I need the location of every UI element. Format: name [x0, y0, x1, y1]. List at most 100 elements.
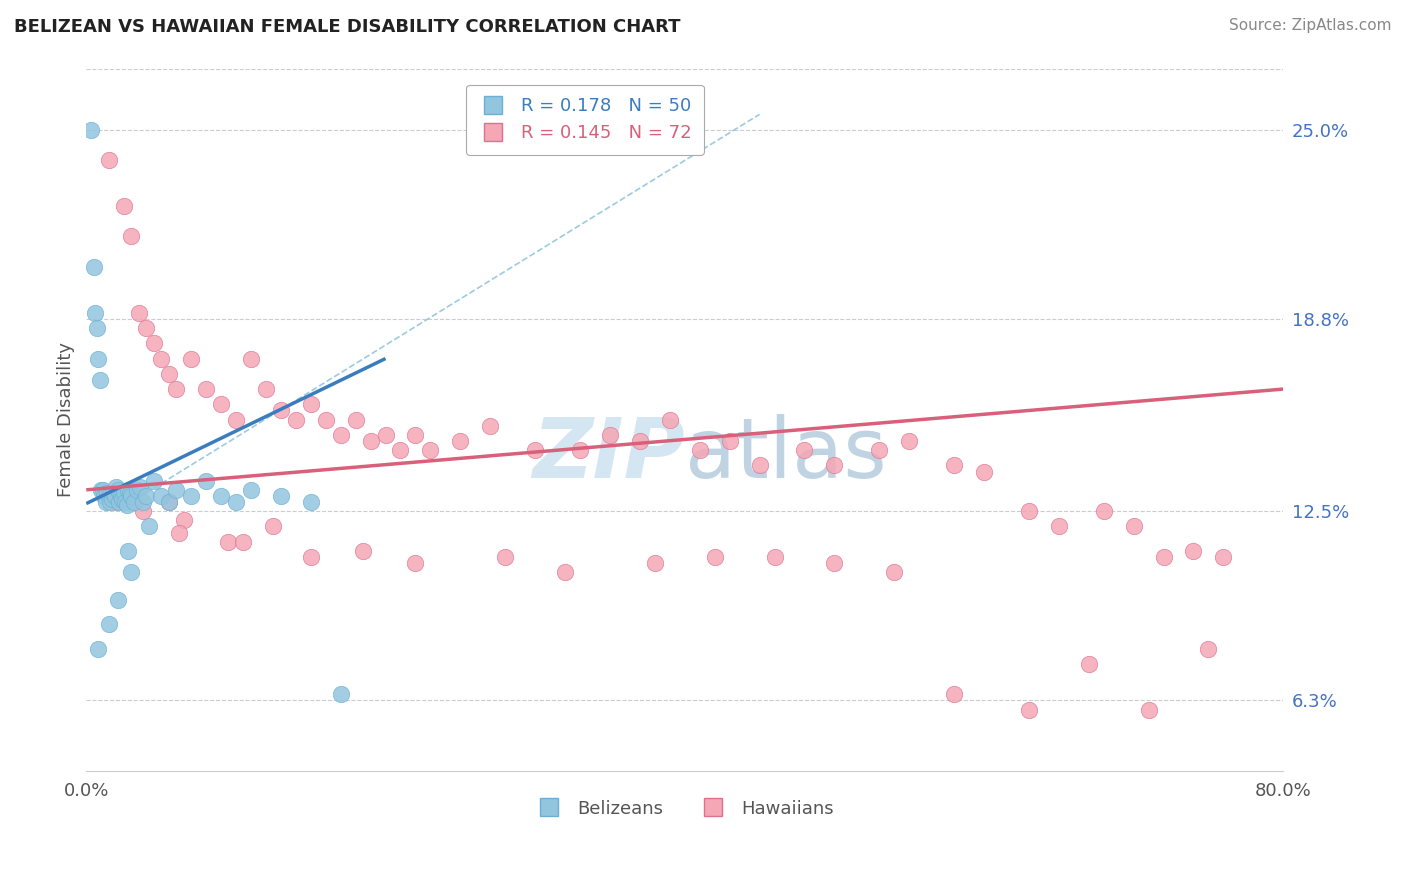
Point [1092, 504, 1115, 518]
Point [270, 489, 292, 503]
Point [217, 534, 239, 549]
Point [823, 458, 845, 473]
Point [97, 489, 120, 503]
Point [120, 566, 142, 580]
Point [173, 513, 195, 527]
Point [352, 544, 374, 558]
Point [112, 486, 135, 500]
Point [138, 519, 160, 533]
Point [142, 474, 165, 488]
Point [389, 443, 412, 458]
Point [1077, 657, 1099, 671]
Y-axis label: Female Disability: Female Disability [58, 343, 75, 497]
Point [1047, 519, 1070, 533]
Point [132, 504, 155, 518]
Point [98, 495, 121, 509]
Point [793, 443, 815, 458]
Point [703, 549, 725, 564]
Point [284, 412, 307, 426]
Point [898, 434, 921, 448]
Point [115, 498, 138, 512]
Point [111, 491, 134, 506]
Point [404, 556, 426, 570]
Point [419, 443, 441, 458]
Point [90, 483, 112, 497]
Text: ZIP: ZIP [531, 414, 685, 495]
Point [299, 549, 322, 564]
Point [117, 544, 139, 558]
Point [128, 306, 150, 320]
Point [93, 489, 115, 503]
Point [1182, 544, 1205, 558]
Point [973, 465, 995, 479]
Point [1153, 549, 1175, 564]
Point [1018, 504, 1040, 518]
Point [943, 458, 966, 473]
Point [135, 489, 157, 503]
Point [299, 495, 322, 509]
Point [315, 412, 337, 426]
Point [157, 495, 180, 509]
Point [100, 491, 122, 506]
Point [209, 397, 232, 411]
Point [554, 566, 576, 580]
Point [479, 418, 502, 433]
Point [239, 483, 262, 497]
Point [1197, 641, 1219, 656]
Point [262, 519, 284, 533]
Point [86, 321, 108, 335]
Point [225, 495, 247, 509]
Point [239, 351, 262, 366]
Point [97, 153, 120, 167]
Point [254, 382, 277, 396]
Point [150, 489, 173, 503]
Point [1122, 519, 1144, 533]
Text: Source: ZipAtlas.com: Source: ZipAtlas.com [1229, 18, 1392, 33]
Point [823, 556, 845, 570]
Point [114, 495, 136, 509]
Text: BELIZEAN VS HAWAIIAN FEMALE DISABILITY CORRELATION CHART: BELIZEAN VS HAWAIIAN FEMALE DISABILITY C… [14, 18, 681, 36]
Point [718, 434, 741, 448]
Point [87, 641, 110, 656]
Point [91, 483, 114, 497]
Point [107, 483, 129, 497]
Point [132, 495, 155, 509]
Point [108, 495, 131, 509]
Point [883, 566, 905, 580]
Point [628, 434, 651, 448]
Point [658, 412, 681, 426]
Point [329, 687, 352, 701]
Point [868, 443, 890, 458]
Point [135, 321, 157, 335]
Point [195, 474, 218, 488]
Point [360, 434, 382, 448]
Point [209, 489, 232, 503]
Point [87, 351, 110, 366]
Point [329, 428, 352, 442]
Point [449, 434, 471, 448]
Point [195, 382, 218, 396]
Point [1018, 703, 1040, 717]
Point [107, 592, 129, 607]
Point [142, 336, 165, 351]
Text: atlas: atlas [685, 414, 887, 495]
Point [97, 617, 120, 632]
Point [689, 443, 711, 458]
Point [599, 428, 621, 442]
Point [763, 549, 786, 564]
Legend: Belizeans, Hawaiians: Belizeans, Hawaiians [529, 792, 841, 825]
Point [494, 549, 516, 564]
Point [748, 458, 770, 473]
Point [94, 495, 117, 509]
Point [232, 534, 254, 549]
Point [89, 373, 111, 387]
Point [1212, 549, 1234, 564]
Point [299, 397, 322, 411]
Point [112, 199, 135, 213]
Point [96, 486, 118, 500]
Point [110, 489, 132, 503]
Point [180, 351, 202, 366]
Point [180, 489, 202, 503]
Point [118, 486, 141, 500]
Point [127, 483, 149, 497]
